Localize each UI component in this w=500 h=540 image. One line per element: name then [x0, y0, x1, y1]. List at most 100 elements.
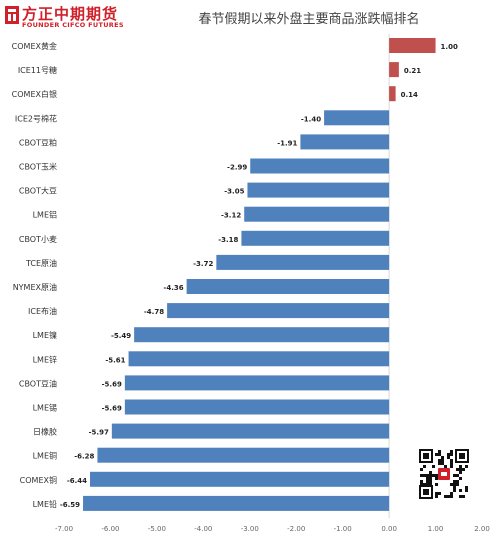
- x-tick-label: -4.00: [194, 525, 212, 533]
- qr-module: [450, 462, 453, 465]
- qr-module: [438, 453, 441, 456]
- category-label: CBOT豆粕: [19, 137, 57, 147]
- bar: [250, 158, 390, 174]
- qr-finder-core: [423, 453, 429, 459]
- category-label: ICE2号棉花: [15, 113, 57, 123]
- qr-module: [435, 474, 438, 477]
- category-label: LME铜: [33, 451, 57, 461]
- qr-module: [423, 474, 426, 477]
- x-tick-label: -2.00: [287, 525, 305, 533]
- qr-module: [423, 483, 426, 486]
- bar: [167, 303, 390, 319]
- data-label: -3.72: [193, 260, 213, 268]
- qr-module: [450, 465, 453, 468]
- qr-module: [447, 495, 450, 498]
- category-label: LME锡: [33, 404, 57, 413]
- category-label: NYMEX原油: [13, 282, 57, 292]
- bar: [244, 206, 390, 222]
- qr-module: [444, 465, 447, 468]
- qr-module: [459, 489, 462, 492]
- qr-module: [462, 495, 465, 498]
- qr-module: [453, 489, 456, 492]
- bar: [124, 399, 390, 415]
- qr-module: [435, 483, 438, 486]
- qr-module: [426, 480, 429, 483]
- qr-module: [438, 492, 441, 495]
- qr-module: [465, 486, 468, 489]
- qr-module: [438, 462, 441, 465]
- qr-module: [459, 465, 462, 468]
- bar: [97, 447, 390, 463]
- data-label: -4.78: [144, 308, 164, 316]
- qr-module: [432, 465, 435, 468]
- bar: [124, 375, 390, 391]
- bars: [83, 38, 436, 511]
- bar: [216, 254, 390, 270]
- qr-module: [453, 480, 456, 483]
- header: 方正中期期货 FOUNDER CIFCO FUTURES 春节假期以来外盘主要商…: [0, 0, 500, 34]
- qr-module: [459, 477, 462, 480]
- bar: [111, 423, 390, 439]
- qr-finder-core: [459, 453, 465, 459]
- x-tick-label: -7.00: [55, 525, 73, 533]
- qr-module: [456, 480, 459, 483]
- data-label: -1.40: [301, 115, 321, 123]
- qr-module: [438, 459, 441, 462]
- qr-module: [429, 480, 432, 483]
- qr-module: [447, 456, 450, 459]
- logo-text-cn: 方正中期期货: [22, 5, 119, 23]
- qr-module: [462, 468, 465, 471]
- qr-module: [438, 450, 441, 453]
- category-label: ICE11号糖: [18, 65, 57, 75]
- bar: [241, 230, 390, 246]
- qr-module: [465, 489, 468, 492]
- qr-module: [435, 477, 438, 480]
- data-label: 1.00: [441, 43, 458, 51]
- bar: [300, 134, 390, 150]
- qr-module: [420, 483, 423, 486]
- qr-module: [429, 474, 432, 477]
- qr-module: [426, 483, 429, 486]
- qr-module: [456, 483, 459, 486]
- qr-module: [435, 453, 438, 456]
- bar: [324, 110, 390, 126]
- qr-module: [459, 468, 462, 471]
- category-label: CBOT大豆: [19, 186, 57, 196]
- bar: [128, 351, 390, 367]
- bar: [247, 182, 390, 198]
- qr-module: [423, 465, 426, 468]
- qr-module: [435, 492, 438, 495]
- qr-module: [432, 474, 435, 477]
- chart-title: 春节假期以来外盘主要商品涨跌幅排名: [198, 12, 420, 27]
- x-tick-label: -5.00: [148, 525, 166, 533]
- qr-center-logo-mark: [441, 472, 447, 476]
- data-label: -6.28: [74, 453, 94, 461]
- bar: [389, 86, 396, 102]
- category-label: LME锌: [33, 354, 57, 364]
- qr-module: [450, 492, 453, 495]
- qr-module: [450, 459, 453, 462]
- data-label: -6.44: [67, 477, 87, 485]
- qr-module: [429, 483, 432, 486]
- data-label: -5.69: [102, 405, 122, 413]
- data-label: -6.59: [60, 501, 80, 509]
- qr-module: [450, 495, 453, 498]
- logo-text-en: FOUNDER CIFCO FUTURES: [22, 21, 124, 29]
- qr-module: [450, 453, 453, 456]
- qr-module: [450, 450, 453, 453]
- qr-module: [420, 474, 423, 477]
- qr-module: [429, 471, 432, 474]
- qr-code-icon: [418, 448, 470, 500]
- category-label: LME镍: [33, 330, 57, 340]
- qr-module: [465, 465, 468, 468]
- x-tick-label: 0.00: [381, 525, 397, 533]
- category-label: COMEX白银: [12, 89, 57, 99]
- qr-module: [453, 486, 456, 489]
- data-label: -5.69: [102, 380, 122, 388]
- company-logo-icon: [5, 6, 19, 24]
- bar: [389, 38, 436, 53]
- data-label: -2.99: [227, 164, 247, 172]
- category-label: CBOT小麦: [19, 234, 57, 244]
- data-label: -5.61: [105, 356, 125, 364]
